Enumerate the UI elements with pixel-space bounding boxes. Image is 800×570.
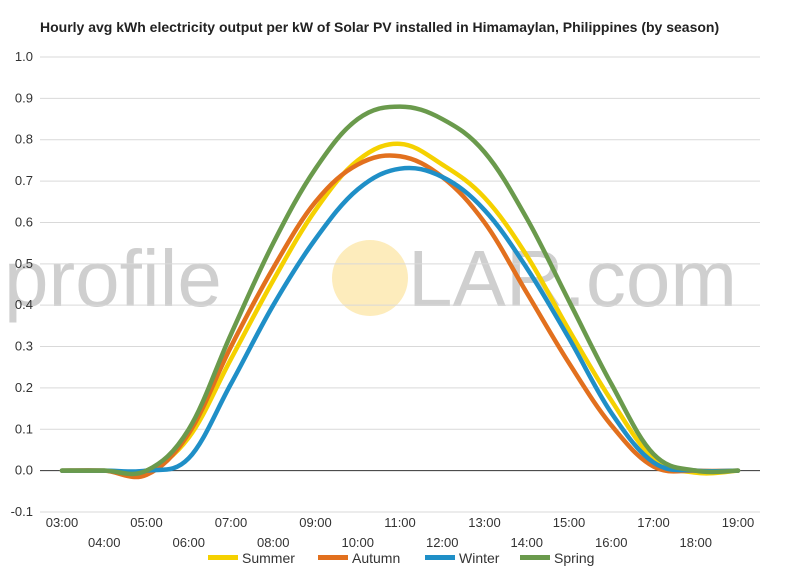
x-tick-label: 13:00 xyxy=(468,515,501,530)
x-tick-label: 14:00 xyxy=(510,535,543,550)
x-tick-label: 17:00 xyxy=(637,515,670,530)
legend-swatch-autumn xyxy=(318,555,348,560)
watermark-sun xyxy=(332,240,408,316)
x-tick-label: 16:00 xyxy=(595,535,628,550)
x-tick-label: 05:00 xyxy=(130,515,163,530)
y-tick-label: 0.3 xyxy=(15,339,33,354)
watermark: profile LAR.com xyxy=(4,234,737,323)
legend-item-summer[interactable]: Summer xyxy=(208,550,295,566)
x-tick-label: 18:00 xyxy=(679,535,712,550)
x-tick-label: 03:00 xyxy=(46,515,79,530)
y-tick-label: 0.9 xyxy=(15,90,33,105)
x-tick-label: 04:00 xyxy=(88,535,121,550)
y-tick-label: 1.0 xyxy=(15,49,33,64)
y-tick-label: 0.4 xyxy=(15,297,33,312)
y-tick-label: 0.6 xyxy=(15,214,33,229)
series-line-spring xyxy=(59,104,741,477)
legend-item-autumn[interactable]: Autumn xyxy=(318,550,400,566)
series-line-winter xyxy=(59,165,741,474)
x-tick-label: 11:00 xyxy=(384,515,416,530)
y-tick-label: -0.1 xyxy=(11,504,33,519)
x-tick-label: 15:00 xyxy=(553,515,586,530)
y-tick-label: 0.2 xyxy=(15,380,33,395)
x-tick-label: 10:00 xyxy=(341,535,374,550)
legend-swatch-spring xyxy=(520,555,550,560)
y-tick-label: 0.7 xyxy=(15,173,33,188)
y-tick-label: 0.1 xyxy=(15,421,33,436)
legend-swatch-summer xyxy=(208,555,238,560)
watermark-text-left: profile xyxy=(4,234,222,323)
x-tick-label: 12:00 xyxy=(426,535,459,550)
legend-item-winter[interactable]: Winter xyxy=(425,550,500,566)
legend-label-summer: Summer xyxy=(242,550,295,566)
legend-item-spring[interactable]: Spring xyxy=(520,550,594,566)
x-tick-label: 06:00 xyxy=(172,535,205,550)
legend-label-winter: Winter xyxy=(459,550,500,566)
y-tick-label: 0.8 xyxy=(15,132,33,147)
legend-swatch-winter xyxy=(425,555,455,560)
legend-label-spring: Spring xyxy=(554,550,594,566)
x-tick-label: 09:00 xyxy=(299,515,332,530)
y-tick-label: 0.5 xyxy=(15,256,33,271)
y-tick-label: 0.0 xyxy=(15,463,33,478)
x-tick-label: 07:00 xyxy=(215,515,248,530)
x-tick-label: 19:00 xyxy=(722,515,755,530)
x-tick-label: 08:00 xyxy=(257,535,290,550)
chart-title: Hourly avg kWh electricity output per kW… xyxy=(40,19,720,35)
legend-label-autumn: Autumn xyxy=(352,550,400,566)
